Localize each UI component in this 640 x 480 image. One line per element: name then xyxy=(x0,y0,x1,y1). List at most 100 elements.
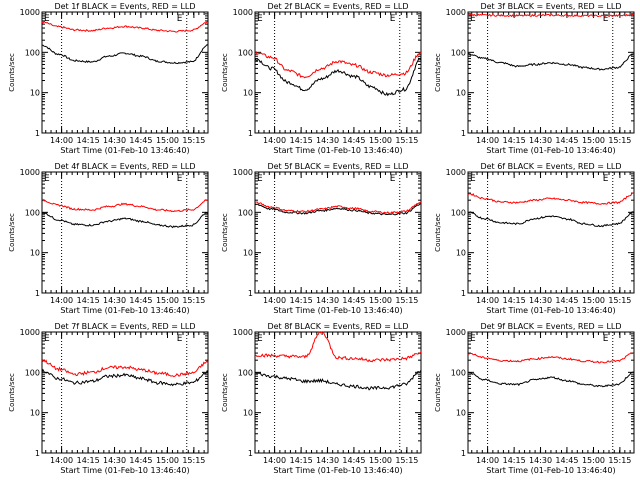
detector-panel-4: Det 4f BLACK = Events, RED = LLD 1 10 100 10… xyxy=(8,162,209,315)
y-tick-label: 10 xyxy=(30,409,40,418)
x-tick-label: 14:30 xyxy=(529,456,552,465)
x-tick-label: 14:30 xyxy=(529,296,552,305)
y-tick-label: 100 xyxy=(25,48,40,57)
event-marker-label: E xyxy=(603,334,609,344)
detector-panel-6: Det 6f BLACK = Events, RED = LLD 1 10 100 10… xyxy=(434,162,635,315)
event-marker-label: E xyxy=(44,334,50,344)
x-tick-label: 15:15 xyxy=(395,136,418,145)
y-tick-label: 100 xyxy=(238,208,253,217)
x-tick-label: 14:45 xyxy=(555,136,578,145)
y-tick-label: 1000 xyxy=(20,168,40,177)
x-tick-label: 14:15 xyxy=(503,296,526,305)
x-tick-label: 14:45 xyxy=(555,456,578,465)
x-axis-label: Start Time (01-Feb-10 13:46:40) xyxy=(486,466,615,475)
x-tick-label: 14:30 xyxy=(529,136,552,145)
y-tick-label: 100 xyxy=(25,368,40,377)
y-axis-label: Counts/sec xyxy=(434,213,442,252)
lld-series-line xyxy=(254,51,422,79)
y-tick-label: 10 xyxy=(30,249,40,258)
x-tick-label: 15:15 xyxy=(182,136,205,145)
x-tick-label: 15:00 xyxy=(369,136,392,145)
x-tick-label: 15:00 xyxy=(156,456,179,465)
x-tick-label: 15:15 xyxy=(608,456,631,465)
x-tick-label: 14:30 xyxy=(316,456,339,465)
events-series-line xyxy=(255,369,422,391)
event-marker-label: E xyxy=(390,174,396,184)
x-tick-label: 14:15 xyxy=(503,136,526,145)
y-tick-label: 100 xyxy=(451,368,466,377)
y-tick-label: 1000 xyxy=(20,8,40,17)
y-tick-label: 10 xyxy=(30,89,40,98)
y-axis-label: Counts/sec xyxy=(221,53,229,92)
panel-title: Det 9f BLACK = Events, RED = LLD xyxy=(480,322,621,331)
detector-panel-2: Det 2f BLACK = Events, RED = LLD 1 10 100 10… xyxy=(221,2,422,155)
y-tick-label: 100 xyxy=(451,208,466,217)
y-tick-label: 1 xyxy=(248,289,253,298)
panel-title: Det 2f BLACK = Events, RED = LLD xyxy=(267,2,408,11)
y-tick-label: 1 xyxy=(461,129,466,138)
x-tick-label: 14:00 xyxy=(263,296,286,305)
event-marker-label: E xyxy=(603,14,609,24)
y-axis-label: Counts/sec xyxy=(8,373,16,412)
y-tick-label: 100 xyxy=(238,368,253,377)
x-axis-label: Start Time (01-Feb-10 13:46:40) xyxy=(60,146,189,155)
x-tick-label: 14:15 xyxy=(77,136,100,145)
event-marker-label: E xyxy=(390,334,396,344)
y-tick-label: 1000 xyxy=(446,328,466,337)
events-series-line xyxy=(467,52,635,71)
y-tick-label: 1 xyxy=(248,449,253,458)
lld-series-line xyxy=(254,331,422,363)
y-tick-label: 1000 xyxy=(233,8,253,17)
x-tick-label: 14:15 xyxy=(290,296,313,305)
plot-frame xyxy=(254,171,422,294)
x-tick-label: 14:15 xyxy=(290,136,313,145)
panel-title: Det 5f BLACK = Events, RED = LLD xyxy=(267,162,408,171)
y-tick-label: 1000 xyxy=(446,168,466,177)
plot-frame xyxy=(254,11,422,134)
event-marker-label: E xyxy=(177,334,183,344)
x-axis-label: Start Time (01-Feb-10 13:46:40) xyxy=(60,466,189,475)
x-tick-label: 14:00 xyxy=(263,136,286,145)
x-tick-label: 14:45 xyxy=(129,296,152,305)
event-marker-label: E xyxy=(257,334,263,344)
plot-frame xyxy=(467,171,635,294)
detector-panel-9: Det 9f BLACK = Events, RED = LLD 1 10 100 10… xyxy=(434,322,635,475)
x-tick-label: 15:00 xyxy=(582,136,605,145)
y-tick-label: 10 xyxy=(456,89,466,98)
lld-series-line xyxy=(41,198,209,213)
events-series-line xyxy=(254,203,422,216)
lld-series-line xyxy=(468,13,635,18)
x-tick-label: 14:00 xyxy=(50,296,73,305)
events-series-line xyxy=(467,211,635,228)
plot-frame xyxy=(467,331,635,454)
x-tick-label: 15:00 xyxy=(156,296,179,305)
x-tick-label: 14:30 xyxy=(103,456,126,465)
panel-title: Det 6f BLACK = Events, RED = LLD xyxy=(480,162,621,171)
event-marker-label: E xyxy=(390,14,396,24)
x-tick-label: 14:45 xyxy=(342,456,365,465)
x-tick-label: 14:00 xyxy=(263,456,286,465)
x-tick-label: 14:00 xyxy=(476,456,499,465)
event-marker-label: E xyxy=(177,14,183,24)
y-axis-label: Counts/sec xyxy=(221,213,229,252)
event-marker-label: E xyxy=(44,174,50,184)
lld-series-line xyxy=(467,352,635,364)
event-marker-label: E xyxy=(44,14,50,24)
event-marker-label: E xyxy=(470,334,476,344)
x-tick-label: 14:30 xyxy=(103,296,126,305)
y-tick-label: 10 xyxy=(243,249,253,258)
x-tick-label: 14:30 xyxy=(103,136,126,145)
y-tick-label: 1 xyxy=(461,289,466,298)
events-series-line xyxy=(42,44,209,65)
y-tick-label: 10 xyxy=(456,249,466,258)
y-tick-label: 100 xyxy=(451,48,466,57)
x-tick-label: 14:15 xyxy=(503,456,526,465)
y-tick-label: 1000 xyxy=(233,168,253,177)
x-tick-label: 15:15 xyxy=(395,296,418,305)
panel-title: Det 7f BLACK = Events, RED = LLD xyxy=(54,322,195,331)
y-axis-label: Counts/sec xyxy=(434,53,442,92)
x-axis-label: Start Time (01-Feb-10 13:46:40) xyxy=(273,146,402,155)
x-tick-label: 15:15 xyxy=(608,296,631,305)
event-marker-label: E xyxy=(603,174,609,184)
x-tick-label: 14:45 xyxy=(555,296,578,305)
